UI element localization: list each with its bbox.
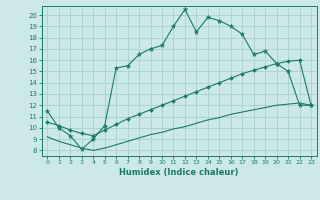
X-axis label: Humidex (Indice chaleur): Humidex (Indice chaleur) — [119, 168, 239, 177]
